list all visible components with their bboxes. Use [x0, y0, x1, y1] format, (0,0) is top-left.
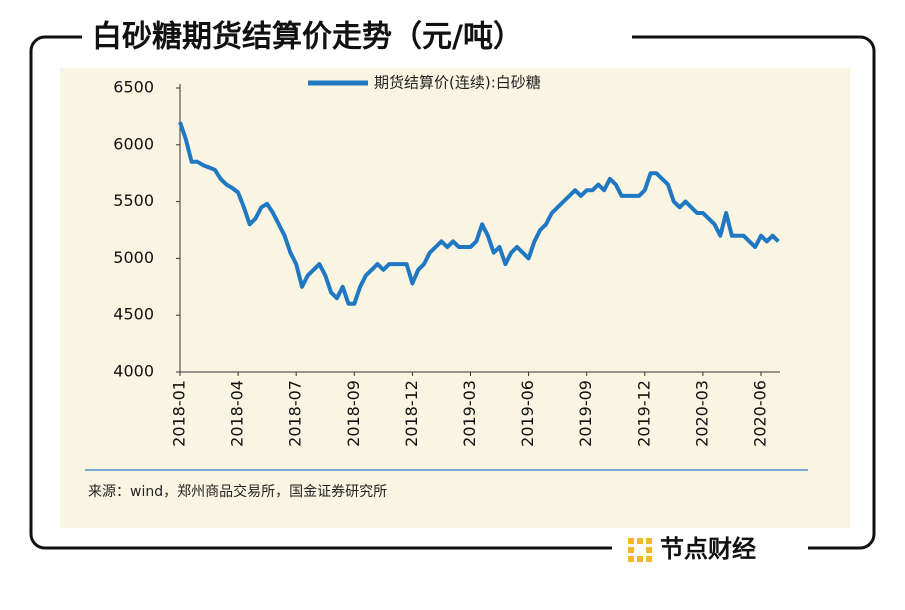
x-tick-label: 2018-04 [228, 380, 247, 447]
y-tick-label: 6500 [113, 78, 154, 97]
x-tick-label: 2020-06 [751, 380, 770, 447]
chart-background [60, 68, 850, 528]
source: 来源：wind，郑州商品交易所，国金证券研究所 [88, 483, 387, 500]
x-tick-label: 2019-03 [460, 380, 479, 447]
x-tick-label: 2020-03 [692, 380, 711, 447]
x-tick-label: 2019-06 [518, 380, 537, 447]
x-tick-label: 2018-01 [170, 380, 189, 447]
y-tick-label: 5500 [113, 191, 154, 210]
legend-label: 期货结算价(连续):白砂糖 [374, 74, 541, 92]
x-tick-label: 2019-12 [634, 380, 653, 447]
y-tick-label: 4000 [113, 362, 154, 381]
chart-title: 白砂糖期货结算价走势（元/吨） [92, 20, 523, 55]
title-background [82, 18, 632, 56]
y-tick-label: 4500 [113, 305, 154, 324]
x-tick-label: 2018-12 [402, 380, 421, 447]
y-tick-label: 5000 [113, 248, 154, 267]
x-tick-label: 2019-09 [576, 380, 595, 447]
brand: 节点财经 [660, 535, 756, 563]
x-tick-label: 2018-09 [344, 380, 363, 447]
series-line [178, 121, 780, 306]
brand-background [612, 528, 808, 570]
brand-icon [628, 538, 652, 562]
y-tick-label: 6000 [113, 134, 154, 153]
x-tick-label: 2018-07 [286, 380, 305, 447]
